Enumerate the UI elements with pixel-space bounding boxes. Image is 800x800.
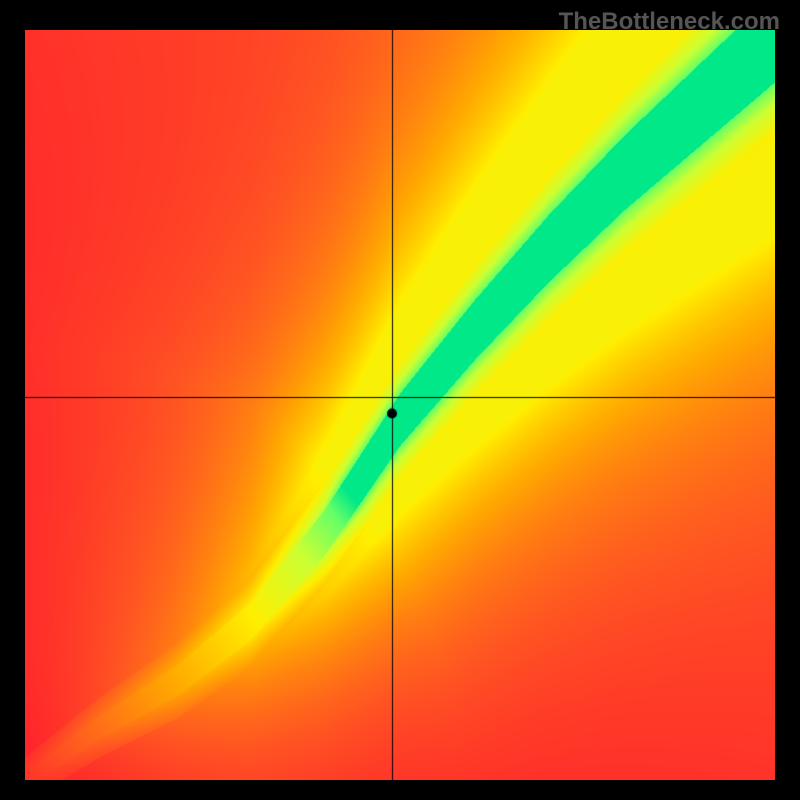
bottleneck-heatmap [25,30,775,780]
